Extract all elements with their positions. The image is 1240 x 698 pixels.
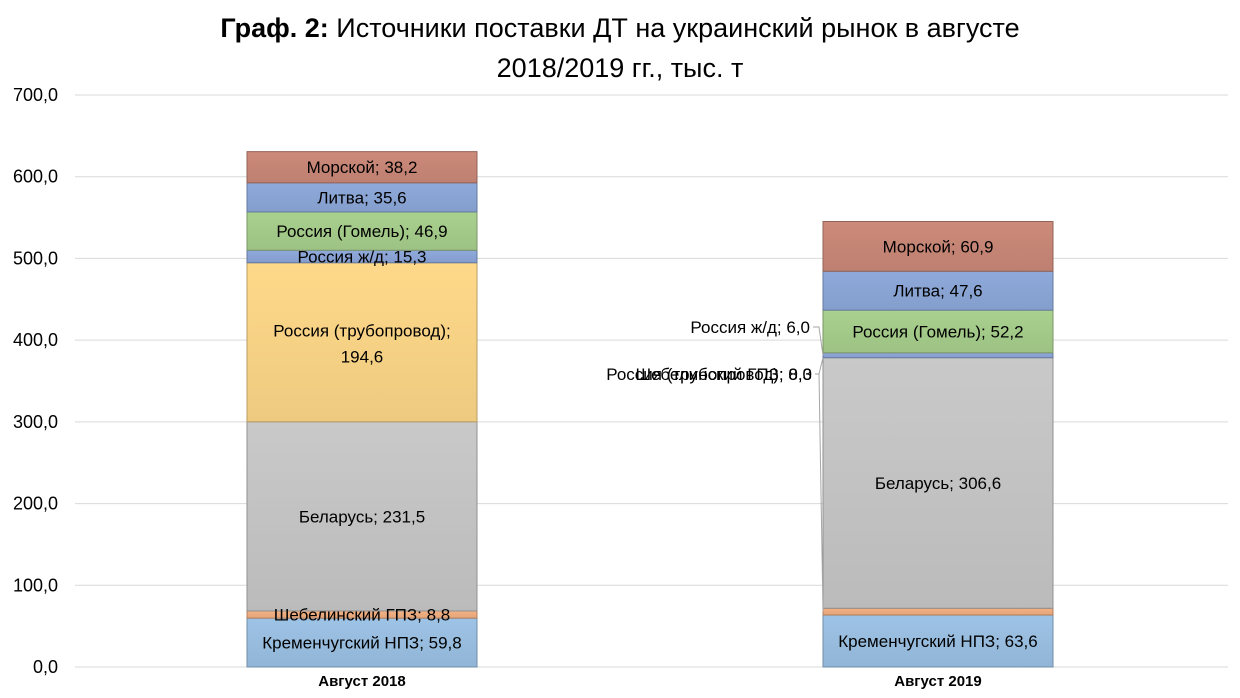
bar-segment-литва (246, 182, 478, 213)
svg-text:Россия (трубопровод);: Россия (трубопровод); (273, 321, 450, 340)
x-category-label: Август 2019 (894, 673, 982, 690)
bar-segment-литва (822, 270, 1054, 311)
y-tick-label: 200,0 (13, 494, 58, 514)
data-label: Россия (Гомель); 52,2 (852, 322, 1023, 341)
bar-segment-россия-гомель (822, 309, 1054, 354)
data-label: Литва; 47,6 (893, 282, 982, 301)
y-tick-label: 600,0 (13, 167, 58, 187)
svg-text:Беларусь; 306,6: Беларусь; 306,6 (875, 474, 1001, 493)
bar-segment-морской (246, 151, 478, 184)
data-label: Кременчугский НПЗ; 59,8 (262, 634, 461, 653)
data-label-external: Шебелинский ГПЗ; 8,3 (635, 365, 824, 612)
bar-segment-шебелинский-гпз (822, 607, 1054, 616)
data-label: Россия ж/д; 15,3 (297, 248, 426, 267)
svg-text:Россия ж/д; 6,0: Россия ж/д; 6,0 (690, 318, 810, 337)
bar-segment-россия-гомель (246, 211, 478, 251)
chart-title: Граф. 2: Источники поставки ДТ на украин… (0, 8, 1240, 88)
bar-segment-кременчугский-нпз (246, 617, 478, 668)
data-label: Морской; 60,9 (883, 237, 994, 256)
y-tick-label: 0,0 (33, 657, 58, 677)
bar-segment-морской (822, 220, 1054, 272)
svg-text:Россия (Гомель); 46,9: Россия (Гомель); 46,9 (276, 222, 447, 241)
svg-text:194,6: 194,6 (341, 347, 384, 366)
y-tick-label: 400,0 (13, 330, 58, 350)
y-tick-label: 700,0 (13, 85, 58, 105)
data-label: Беларусь; 231,5 (299, 507, 425, 526)
chart-title-line1: Граф. 2: Источники поставки ДТ на украин… (0, 8, 1240, 48)
bar-segment-беларусь (246, 421, 478, 612)
svg-text:Россия ж/д; 15,3: Россия ж/д; 15,3 (297, 248, 426, 267)
bar-segment-россия-ж-д (822, 352, 1054, 359)
chart-title-text: Источники поставки ДТ на украинский рыно… (336, 13, 1020, 43)
svg-text:Россия (Гомель); 52,2: Россия (Гомель); 52,2 (852, 322, 1023, 341)
data-label: Россия (Гомель); 46,9 (276, 222, 447, 241)
svg-text:Шебелинский ГПЗ; 8,8: Шебелинский ГПЗ; 8,8 (274, 606, 451, 625)
x-category-label: Август 2018 (318, 673, 406, 690)
svg-text:Россия (трубопровод); 0,0: Россия (трубопровод); 0,0 (606, 365, 812, 384)
data-label: Кременчугский НПЗ; 63,6 (838, 632, 1037, 651)
data-labels: Кременчугский НПЗ; 59,8 Шебелинский ГПЗ; … (262, 158, 1037, 652)
data-label-external: Россия (трубопровод); 0,0 (606, 357, 824, 384)
svg-text:Морской; 60,9: Морской; 60,9 (883, 237, 994, 256)
svg-text:Кременчугский НПЗ; 59,8: Кременчугский НПЗ; 59,8 (262, 634, 461, 653)
x-axis-categories: Август 2018 Август 2019 (318, 673, 982, 690)
svg-text:Литва; 35,6: Литва; 35,6 (317, 188, 406, 207)
svg-text:Морской; 38,2: Морской; 38,2 (307, 158, 418, 177)
stacked-bars (246, 151, 1054, 668)
svg-text:Литва; 47,6: Литва; 47,6 (893, 282, 982, 301)
svg-text:Кременчугский НПЗ; 63,6: Кременчугский НПЗ; 63,6 (838, 632, 1037, 651)
svg-text:Шебелинский ГПЗ; 8,3: Шебелинский ГПЗ; 8,3 (635, 365, 812, 384)
y-tick-label: 500,0 (13, 248, 58, 268)
svg-text:Беларусь; 231,5: Беларусь; 231,5 (299, 507, 425, 526)
y-tick-label: 300,0 (13, 412, 58, 432)
data-label: Морской; 38,2 (307, 158, 418, 177)
y-tick-label: 100,0 (13, 575, 58, 595)
data-label: Шебелинский ГПЗ; 8,8 (274, 606, 451, 625)
y-axis-ticks: 0,0 100,0 200,0 300,0 400,0 500,0 600,0 700,0 (13, 85, 58, 677)
data-label: Россия (трубопровод); 194,6 (273, 321, 450, 366)
data-label: Беларусь; 306,6 (875, 474, 1001, 493)
data-label: Литва; 35,6 (317, 188, 406, 207)
bar-segment-кременчугский-нпз (822, 614, 1054, 668)
chart-title-prefix: Граф. 2: (220, 13, 329, 43)
bar-segment-россия-трубопровод (246, 262, 478, 423)
data-label-external: Россия ж/д; 6,0 (690, 318, 824, 356)
chart-title-line2: 2018/2019 гг., тыс. т (496, 53, 744, 83)
bar-segment-беларусь (822, 357, 1054, 609)
